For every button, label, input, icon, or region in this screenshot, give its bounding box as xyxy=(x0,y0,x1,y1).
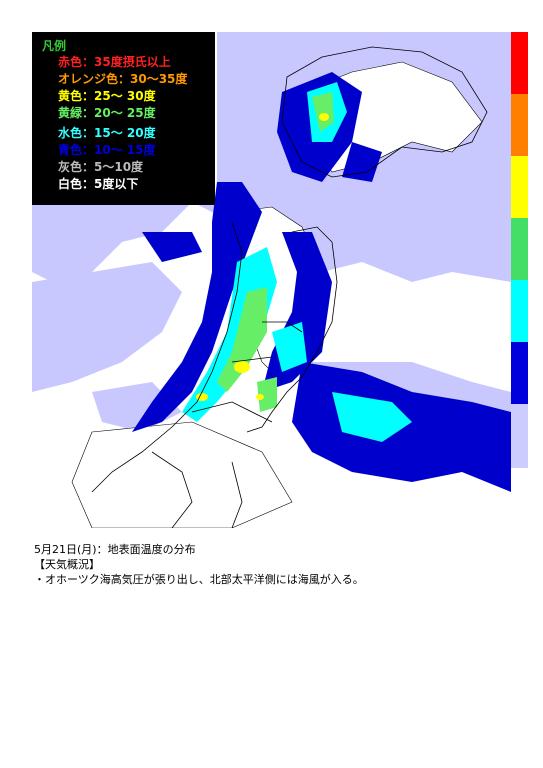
scale-segment-green xyxy=(511,218,528,280)
legend-item-light-blue: 水色：15～ 20度 xyxy=(58,124,156,141)
yellow-temperature-layer xyxy=(196,113,329,401)
legend-item-label: 黄緑：20～ 25度 xyxy=(58,106,156,120)
weather-summary-heading: 【天気概況】 xyxy=(34,558,100,571)
legend-item-yellow-green: 黄緑：20～ 25度 xyxy=(58,104,156,121)
legend-item-gray: 灰色：5～10度 xyxy=(58,158,143,175)
legend-item-orange: オレンジ色：30～35度 xyxy=(58,70,187,87)
map-caption-date: 5月21日(月)：地表面温度の分布 xyxy=(34,543,196,556)
legend-item-label: オレンジ色：30～35度 xyxy=(58,72,188,86)
legend-item-yellow: 黄色：25～ 30度 xyxy=(58,87,156,104)
green-temperature-layer xyxy=(217,92,334,412)
surface-temperature-map xyxy=(32,32,511,528)
legend-item-red: 赤色：35度摂氏以上 xyxy=(58,53,171,70)
legend-item-label: 灰色：5～10度 xyxy=(58,160,144,174)
scale-segment-lavender xyxy=(511,404,528,468)
legend-item-label: 赤色：35度摂氏以上 xyxy=(58,55,171,69)
legend-item-white: 白色：5度以下 xyxy=(58,175,138,192)
scale-segment-red xyxy=(511,32,528,94)
coastline-layer xyxy=(91,46,488,528)
legend-item-label: 白色：5度以下 xyxy=(58,177,139,191)
scale-segment-cyan xyxy=(511,280,528,342)
legend-item-label: 黄色：25～ 30度 xyxy=(58,89,156,103)
map-image xyxy=(32,32,511,528)
legend-item-blue: 青色：10～ 15度 xyxy=(58,141,156,158)
color-scale-bar xyxy=(511,32,528,468)
legend-title: 凡例 xyxy=(42,39,67,53)
legend-item-label: 青色：10～ 15度 xyxy=(58,143,156,157)
legend-panel: 凡例 赤色：35度摂氏以上 オレンジ色：30～35度 黄色：25～ 30度 黄緑… xyxy=(32,32,215,205)
legend-item-label: 水色：15～ 20度 xyxy=(58,126,156,140)
scale-segment-orange xyxy=(511,94,528,156)
weather-summary-text: ・オホーツク海高気圧が張り出し、北部太平洋側には海風が入る。 xyxy=(34,573,364,586)
scale-segment-yellow xyxy=(511,156,528,218)
scale-segment-blue xyxy=(511,342,528,404)
